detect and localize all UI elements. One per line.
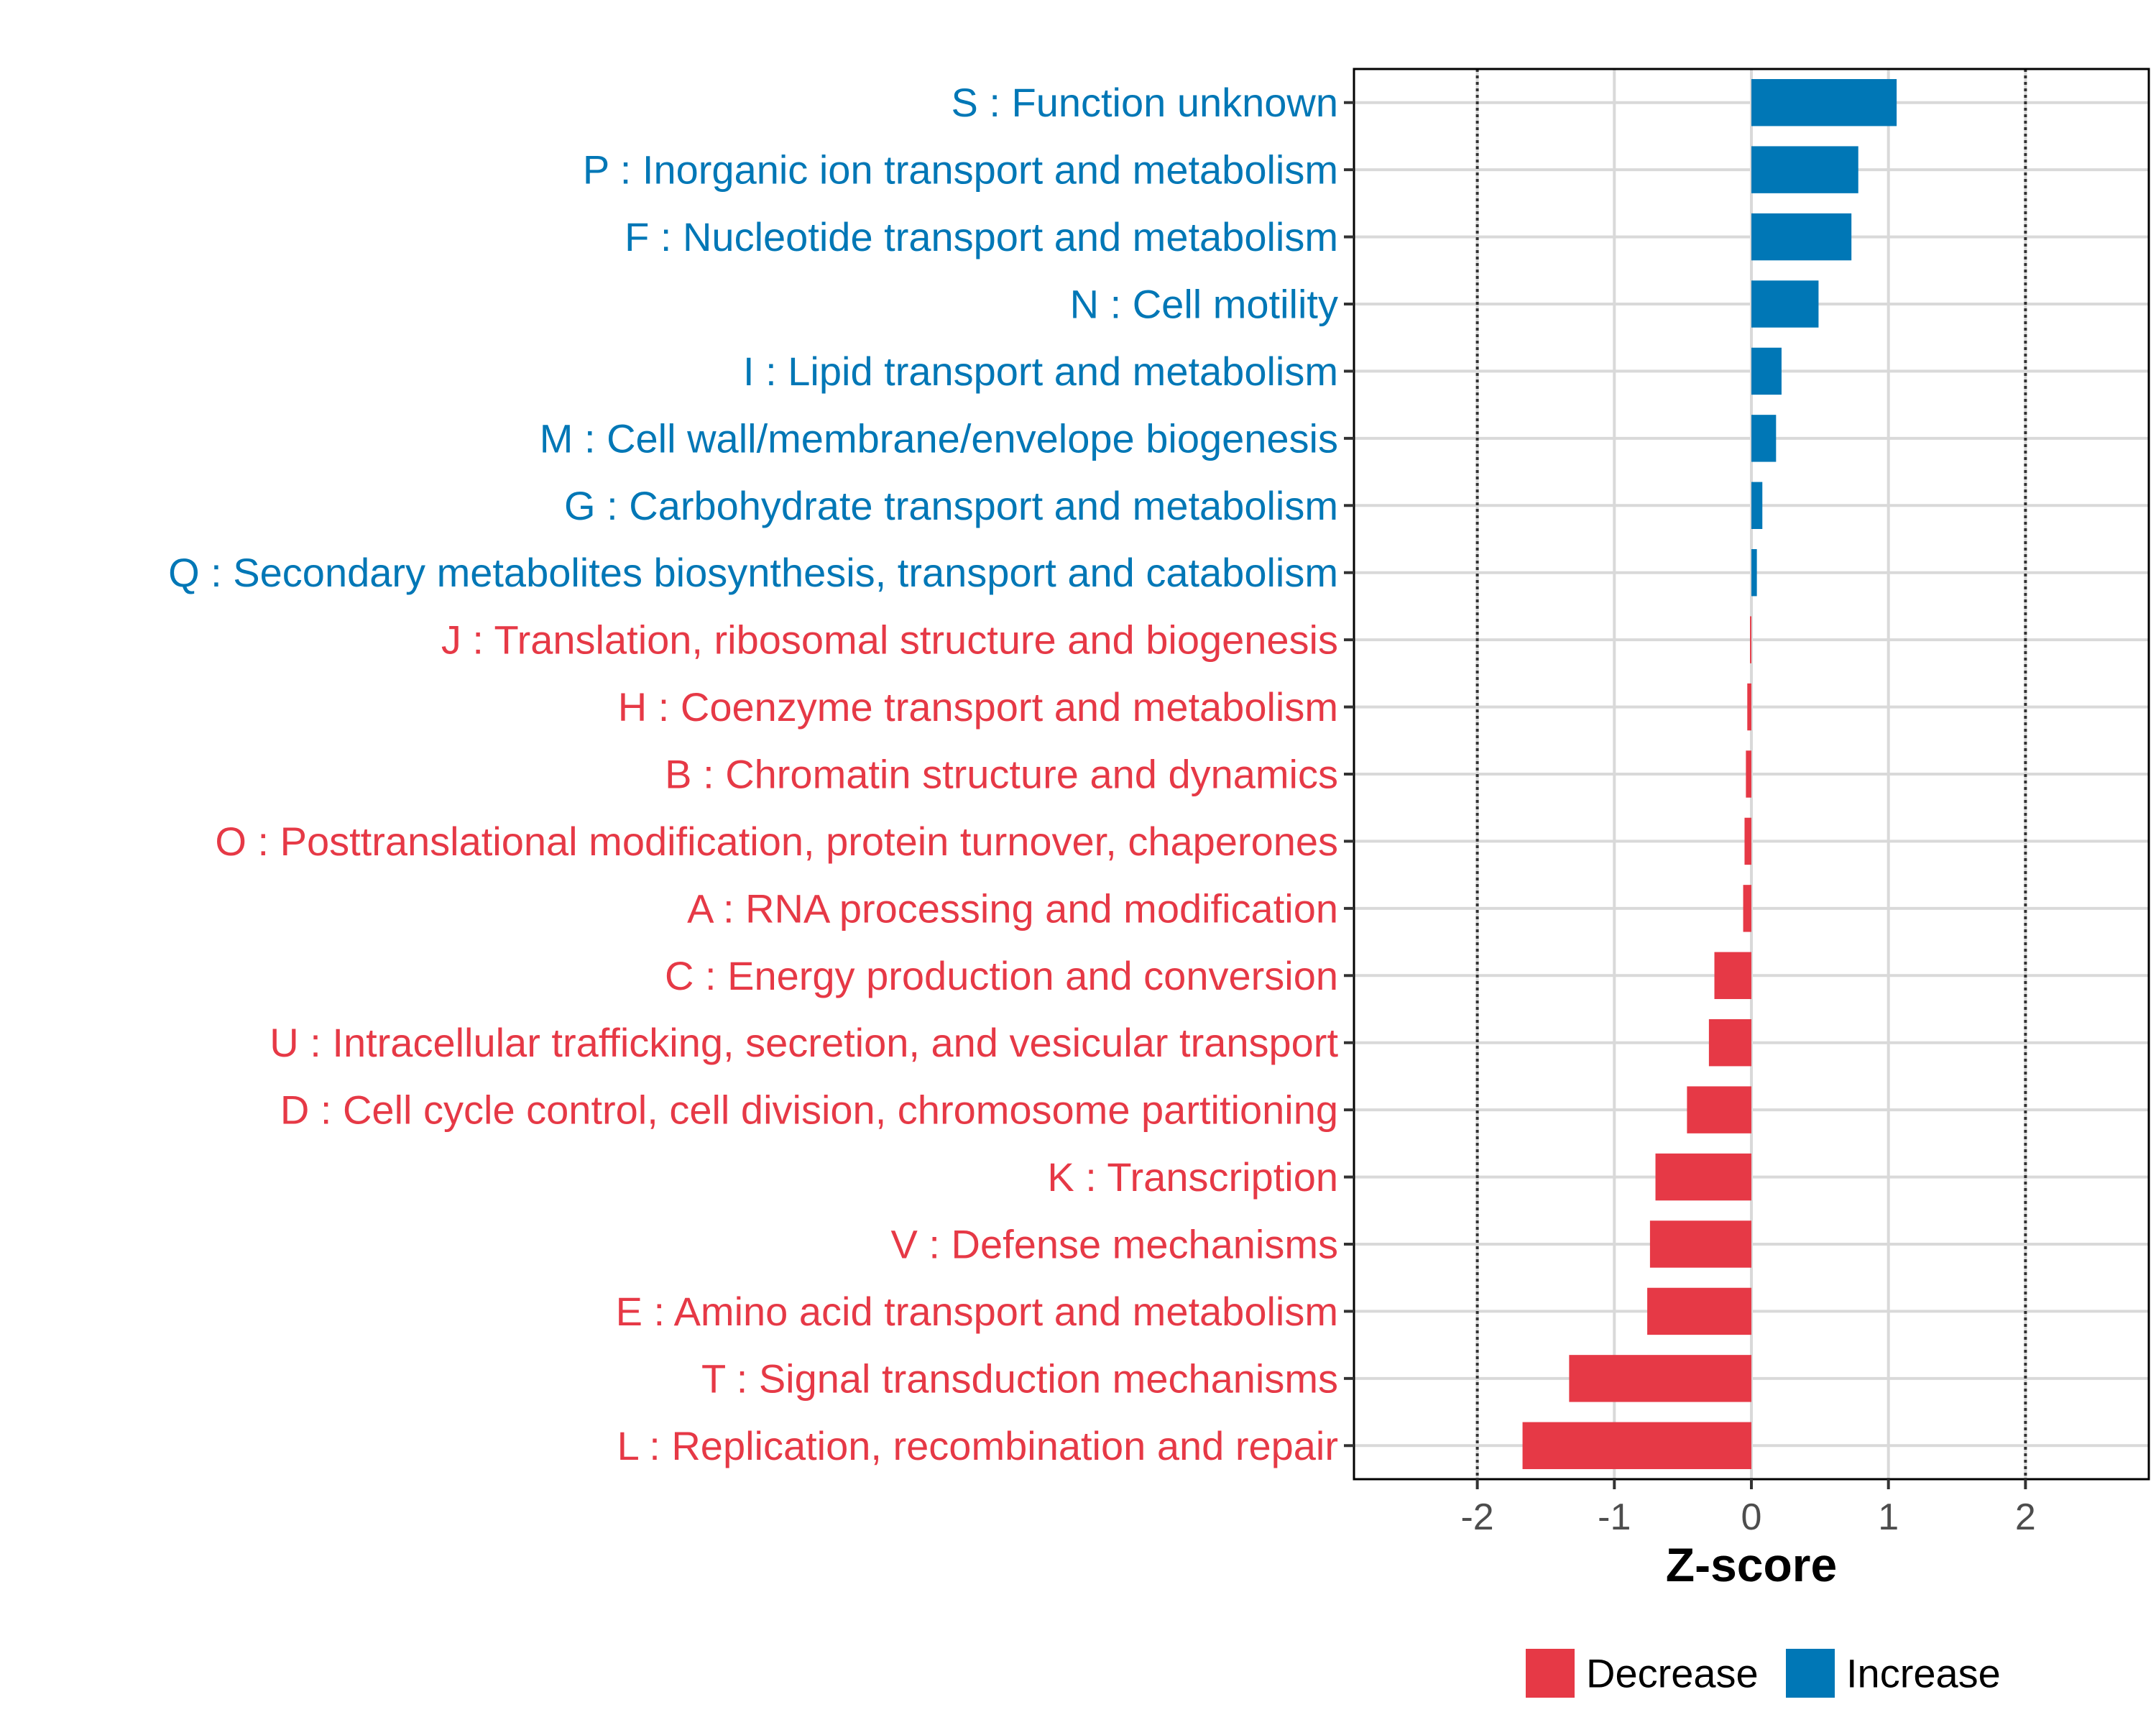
category-label: A : RNA processing and modification (687, 886, 1338, 931)
category-label: S : Function unknown (951, 80, 1338, 125)
bar (1746, 750, 1751, 798)
category-label: J : Translation, ribosomal structure and… (441, 617, 1338, 663)
x-axis-ticks (1475, 1479, 2027, 1489)
bar (1522, 1422, 1751, 1469)
category-label: E : Amino acid transport and metabolism (616, 1289, 1338, 1334)
category-label: U : Intracellular trafficking, secretion… (270, 1020, 1338, 1065)
x-tick-label: -2 (1460, 1496, 1493, 1538)
x-tick-label: 2 (2015, 1496, 2036, 1538)
x-tick-label: -1 (1598, 1496, 1631, 1538)
bar (1647, 1287, 1751, 1335)
reference-lines (1475, 69, 2027, 1479)
category-label: N : Cell motility (1070, 282, 1338, 327)
bar (1744, 817, 1751, 865)
bar (1649, 1220, 1751, 1268)
category-label: F : Nucleotide transport and metabolism (625, 214, 1338, 259)
bar (1751, 415, 1777, 462)
category-label: P : Inorganic ion transport and metaboli… (583, 147, 1338, 193)
legend-label: Increase (1846, 1651, 2001, 1696)
bar (1750, 616, 1751, 663)
category-label: D : Cell cycle control, cell division, c… (280, 1087, 1338, 1133)
category-label: Q : Secondary metabolites biosynthesis, … (168, 550, 1338, 595)
legend-swatch (1786, 1649, 1835, 1698)
category-label: H : Coenzyme transport and metabolism (618, 684, 1338, 730)
bar (1751, 347, 1782, 395)
bar (1751, 482, 1763, 529)
x-tick-labels: -2 -1 0 1 2 (1460, 1496, 2035, 1538)
category-labels: S : Function unknown P : Inorganic ion tr… (168, 80, 1338, 1468)
bar (1708, 1019, 1751, 1067)
category-label: V : Defense mechanisms (891, 1222, 1338, 1267)
category-label: G : Carbohydrate transport and metabolis… (564, 483, 1338, 528)
bar (1751, 79, 1897, 126)
bar (1751, 213, 1852, 261)
bar (1747, 683, 1751, 731)
legend-label: Decrease (1586, 1651, 1759, 1696)
x-tick-label: 0 (1741, 1496, 1762, 1538)
category-label: K : Transcription (1047, 1154, 1338, 1200)
category-label: C : Energy production and conversion (665, 953, 1338, 998)
y-axis-ticks (1344, 101, 1354, 1448)
bar (1687, 1086, 1751, 1133)
legend: Decrease Increase (1526, 1649, 2001, 1698)
bar (1655, 1153, 1751, 1201)
category-label: I : Lipid transport and metabolism (743, 349, 1338, 394)
x-axis-title: Z-score (1666, 1538, 1837, 1591)
bar (1714, 952, 1751, 999)
bar (1751, 146, 1858, 193)
category-label: T : Signal transduction mechanisms (701, 1356, 1338, 1401)
category-label: L : Replication, recombination and repai… (617, 1423, 1338, 1468)
bar (1751, 549, 1757, 597)
bar (1569, 1355, 1751, 1402)
x-tick-label: 1 (1878, 1496, 1899, 1538)
bars (1522, 79, 1897, 1469)
bar (1751, 280, 1819, 328)
bar (1743, 885, 1751, 932)
legend-swatch (1526, 1649, 1575, 1698)
category-label: M : Cell wall/membrane/envelope biogenes… (540, 415, 1338, 461)
category-label: O : Posttranslational modification, prot… (215, 819, 1338, 864)
category-label: B : Chromatin structure and dynamics (665, 752, 1338, 797)
